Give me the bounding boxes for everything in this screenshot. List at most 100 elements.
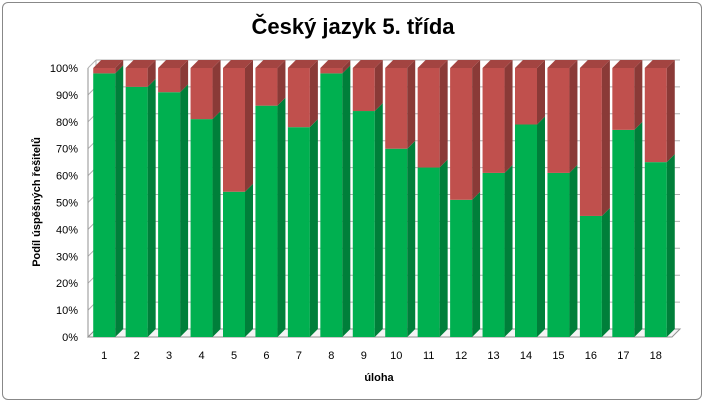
bar-front (93, 68, 116, 74)
bar-front (158, 92, 181, 338)
bar-side (115, 65, 124, 337)
y-tick-label: 70% (56, 144, 78, 156)
y-tick-label: 50% (56, 198, 78, 210)
x-tick-label: 3 (166, 350, 172, 362)
bar-segment (515, 60, 545, 125)
bar-top (482, 60, 513, 68)
x-tick-label: 1 (101, 350, 107, 362)
bars-layer (93, 60, 675, 338)
bar-top (644, 60, 675, 68)
y-tick-label: 80% (56, 117, 78, 129)
bar-front (320, 68, 343, 74)
bar-front (125, 68, 148, 87)
bar-segment (158, 84, 189, 338)
bar-segment (547, 164, 578, 337)
y-tick-label: 40% (56, 224, 78, 236)
bar-front (417, 68, 440, 168)
x-tick-label: 4 (198, 350, 204, 362)
bar-segment (579, 60, 610, 216)
x-axis-title: úloha (364, 372, 394, 384)
bar-front (287, 127, 310, 338)
bar-front (450, 199, 473, 337)
bar-front (547, 172, 570, 337)
bar-front (547, 68, 570, 173)
bar-segment (417, 159, 448, 337)
bar-top (579, 60, 610, 68)
bar-side (115, 60, 124, 74)
bar-top (255, 60, 286, 68)
bar-side (407, 60, 416, 149)
chart-title: Český jazyk 5. třída (251, 14, 455, 39)
bar-side (245, 60, 253, 192)
bar-top (287, 60, 318, 68)
bar-side (472, 60, 481, 200)
bar-front (255, 68, 278, 106)
bar-front (158, 68, 181, 93)
bar-front (385, 148, 408, 337)
bar-segment (93, 60, 124, 74)
bar-segment (450, 191, 481, 337)
bar-top (612, 60, 643, 68)
labels-layer: 0%10%20%30%40%50%60%70%80%90%100%1 2 3 4 5 6 7… (50, 63, 662, 362)
gridline-depth (87, 59, 97, 69)
bar-side (439, 60, 448, 168)
bar-front (223, 191, 245, 337)
bar-segment (547, 60, 578, 173)
bar-front (450, 68, 473, 200)
bar-top (515, 60, 545, 68)
bar-side (504, 60, 513, 173)
bar-side (147, 60, 156, 87)
bar-segment (190, 60, 221, 120)
bar-front (579, 68, 602, 216)
bar-segment (255, 97, 286, 337)
bar-side (666, 60, 675, 163)
bar-segment (579, 207, 610, 337)
bar-front (320, 73, 343, 337)
y-tick-label: 90% (56, 90, 78, 102)
bar-front (417, 167, 440, 337)
y-tick-label: 60% (56, 171, 78, 183)
bar-front (352, 111, 375, 337)
bar-segment (385, 140, 416, 337)
x-tick-label: 11 (423, 350, 434, 362)
bar-segment (255, 60, 286, 106)
bar-segment (644, 60, 675, 163)
bar-segment (352, 103, 383, 337)
bar-side (601, 60, 610, 216)
bar-front (579, 215, 602, 337)
bar-top (223, 60, 253, 68)
x-tick-label: 18 (650, 350, 662, 362)
bar-side (666, 154, 675, 337)
bar-segment (385, 60, 416, 149)
bar-front (190, 119, 213, 337)
bar-side (342, 60, 351, 74)
x-tick-label: 14 (520, 350, 532, 362)
bar-side (439, 159, 448, 337)
bar-segment (125, 78, 156, 337)
bar-side (342, 65, 351, 337)
bar-side (309, 60, 318, 128)
bar-front (287, 68, 310, 128)
x-tick-label: 8 (328, 350, 334, 362)
x-tick-label: 2 (134, 350, 140, 362)
bar-top (190, 60, 221, 68)
bar-segment (417, 60, 448, 168)
bar-side (180, 84, 189, 338)
bar-top (547, 60, 578, 68)
bar-side (180, 60, 189, 93)
bar-segment (450, 60, 481, 200)
bar-front (612, 68, 635, 130)
y-tick-label: 30% (56, 251, 78, 263)
bar-segment (320, 65, 351, 337)
bar-segment (158, 60, 189, 93)
bar-front (515, 68, 537, 125)
bar-front (644, 68, 667, 163)
bar-front (612, 129, 635, 337)
bar-side (147, 78, 156, 337)
bar-segment (482, 164, 513, 337)
bar-segment (320, 60, 351, 74)
bar-top (450, 60, 481, 68)
x-tick-label: 7 (296, 350, 302, 362)
y-tick-label: 20% (56, 278, 78, 290)
